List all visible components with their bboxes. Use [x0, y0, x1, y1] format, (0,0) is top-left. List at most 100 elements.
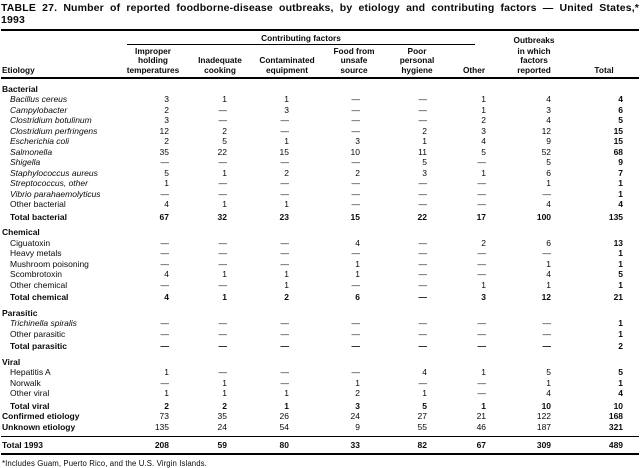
value-cell: 3 [164, 94, 169, 105]
value-cell: 1 [481, 367, 487, 378]
value-cell: — [418, 258, 428, 269]
value-cell: — [160, 258, 170, 269]
value-cell: 1 [422, 388, 427, 399]
value-cell: — [280, 178, 290, 189]
etiology-row: Other parasitic — — — — — — — 1 [1, 329, 639, 340]
etiology-row: Clostridium botulinum 3 — — — — 2 4 5 [1, 115, 639, 126]
value-cell: 1 [546, 258, 552, 269]
value-cell: — [280, 258, 290, 269]
value-cell: 309 [499, 436, 570, 455]
value-cell: — [477, 188, 487, 199]
value-cell: 5 [546, 367, 552, 378]
value-cell: 1 [164, 388, 169, 399]
value-cell: 1 [618, 178, 624, 189]
value-cell: 73 [159, 411, 169, 422]
value-cell: 1 [618, 328, 624, 339]
etiology-cell: Vibrio parahaemolyticus [10, 188, 101, 199]
category-label: Viral [2, 356, 21, 367]
value-cell: 321 [608, 421, 624, 432]
value-cell: 4 [164, 199, 169, 210]
value-cell: 5 [618, 269, 624, 280]
value-cell: 4 [481, 136, 487, 147]
value-cell: 1 [222, 388, 227, 399]
value-cell: 1 [422, 136, 427, 147]
value-cell: — [280, 237, 290, 248]
value-cell: 1 [164, 367, 169, 378]
value-cell: — [280, 248, 290, 259]
value-cell: — [418, 341, 428, 352]
summary-row: Confirmed etiology 73 35 26 24 27 21 122 168 [1, 411, 639, 422]
value-cell: 1 [355, 377, 360, 388]
value-cell: 82 [385, 436, 449, 455]
value-cell: 7 [618, 167, 624, 178]
value-cell: 1 [222, 377, 227, 388]
etiology-cell: Bacillus cereus [10, 94, 68, 105]
etiology-cell: Hepatitis A [10, 367, 51, 378]
value-cell: — [542, 248, 552, 259]
value-cell: 187 [536, 421, 552, 432]
value-cell: — [160, 279, 170, 290]
value-cell: 1 [481, 94, 487, 105]
value-cell: 135 [608, 211, 624, 222]
col-header-improper-holding: Improper holding temperatures [117, 45, 189, 79]
etiology-cell: Shigella [10, 157, 41, 168]
value-cell: — [477, 318, 487, 329]
value-cell: 46 [476, 421, 487, 432]
etiology-row: Vibrio parahaemolyticus — — — — — — — 1 [1, 189, 639, 200]
etiology-cell: Norwalk [10, 377, 41, 388]
value-cell: 4 [618, 94, 624, 105]
value-cell: — [418, 377, 428, 388]
value-cell: — [477, 199, 487, 210]
value-cell: — [418, 104, 428, 115]
etiology-cell: Confirmed etiology [2, 411, 80, 422]
value-cell: 26 [279, 411, 289, 422]
value-cell: 2 [422, 125, 427, 136]
value-cell: — [477, 388, 487, 399]
value-cell: — [218, 188, 228, 199]
category-row: Parasitic [1, 303, 639, 319]
value-cell: 6 [355, 292, 360, 303]
value-cell: 100 [536, 211, 552, 222]
section-total-row: Total chemical 4 1 2 6—3 12 21 [1, 290, 639, 303]
value-cell: — [477, 258, 487, 269]
value-cell: 4 [618, 199, 624, 210]
etiology-cell: Other bacterial [10, 199, 66, 210]
etiology-row: Streptococcus, other 1 — — — — — 1 1 [1, 178, 639, 189]
etiology-row: Hepatitis A 1 — — — 4 1 5 5 [1, 367, 639, 378]
value-cell: — [542, 341, 552, 352]
value-cell: 1 [284, 199, 289, 210]
value-cell: — [218, 157, 228, 168]
etiology-row: Staphylococcus aureus 5 1 2 2 3 1 6 7 [1, 168, 639, 179]
table-body: Bacterial Bacillus cereus 3 1 1— —1 4 4 Campylob… [1, 78, 640, 455]
value-cell: 3 [355, 136, 360, 147]
value-cell: — [351, 328, 361, 339]
value-cell: 5 [164, 167, 169, 178]
value-cell: 15 [613, 136, 624, 147]
footnote: *Includes Guam, Puerto Rico, and the U.S… [2, 458, 207, 468]
value-cell: 2 [284, 292, 289, 303]
value-cell: 1 [546, 377, 552, 388]
value-cell: — [477, 328, 487, 339]
category-label: Chemical [2, 227, 40, 238]
value-cell: — [477, 269, 487, 280]
value-cell: 1 [222, 94, 227, 105]
value-cell: 1 [222, 199, 227, 210]
etiology-row: Other bacterial 4 1 1 — — — 4 4 [1, 199, 639, 210]
value-cell: — [351, 199, 361, 210]
value-cell: — [218, 258, 228, 269]
value-cell: 24 [217, 421, 227, 432]
value-cell: 4 [546, 388, 552, 399]
value-cell: 3 [164, 115, 169, 126]
etiology-cell: Escherichia coli [10, 136, 70, 147]
value-cell: 32 [217, 211, 227, 222]
value-cell: — [418, 269, 428, 280]
value-cell: 4 [546, 115, 552, 126]
value-cell: — [280, 157, 290, 168]
value-cell: — [218, 328, 228, 339]
etiology-cell: Trichinella spiralis [10, 318, 77, 329]
value-cell: — [351, 104, 361, 115]
value-cell: — [280, 377, 290, 388]
header-spacer [1, 32, 117, 45]
value-cell: 2 [164, 136, 169, 147]
value-cell: 5 [222, 136, 227, 147]
